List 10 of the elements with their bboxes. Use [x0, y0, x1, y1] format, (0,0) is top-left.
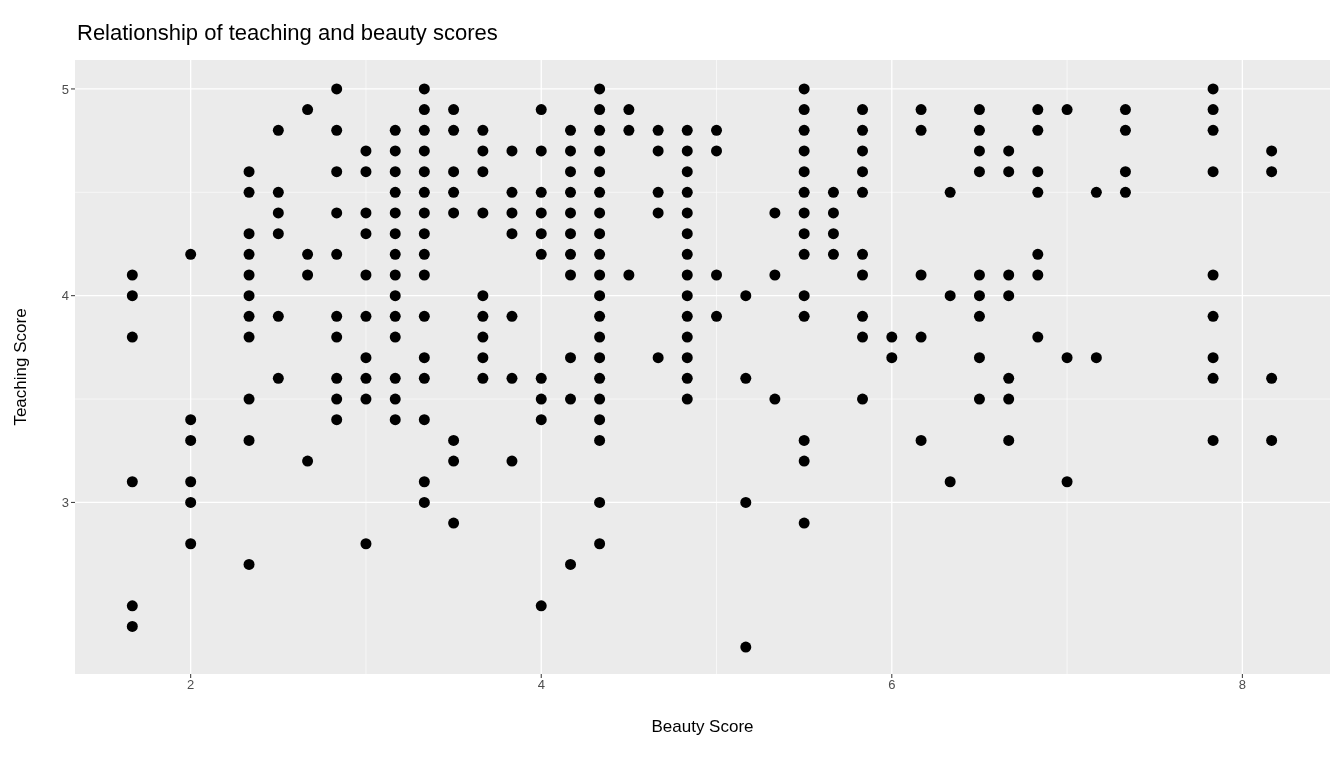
y-tick-label: 3 — [61, 495, 69, 511]
x-tick-label: 6 — [888, 677, 896, 693]
chart-title: Relationship of teaching and beauty scores — [77, 20, 498, 46]
y-tick-label: 4 — [61, 288, 69, 304]
y-axis-title: Teaching Score — [11, 308, 31, 426]
x-axis-title: Beauty Score — [651, 717, 754, 736]
x-tick-label: 2 — [187, 677, 195, 693]
x-tick-label: 4 — [537, 677, 545, 693]
x-tick-label: 8 — [1238, 677, 1246, 693]
y-tick-label: 5 — [61, 81, 69, 97]
